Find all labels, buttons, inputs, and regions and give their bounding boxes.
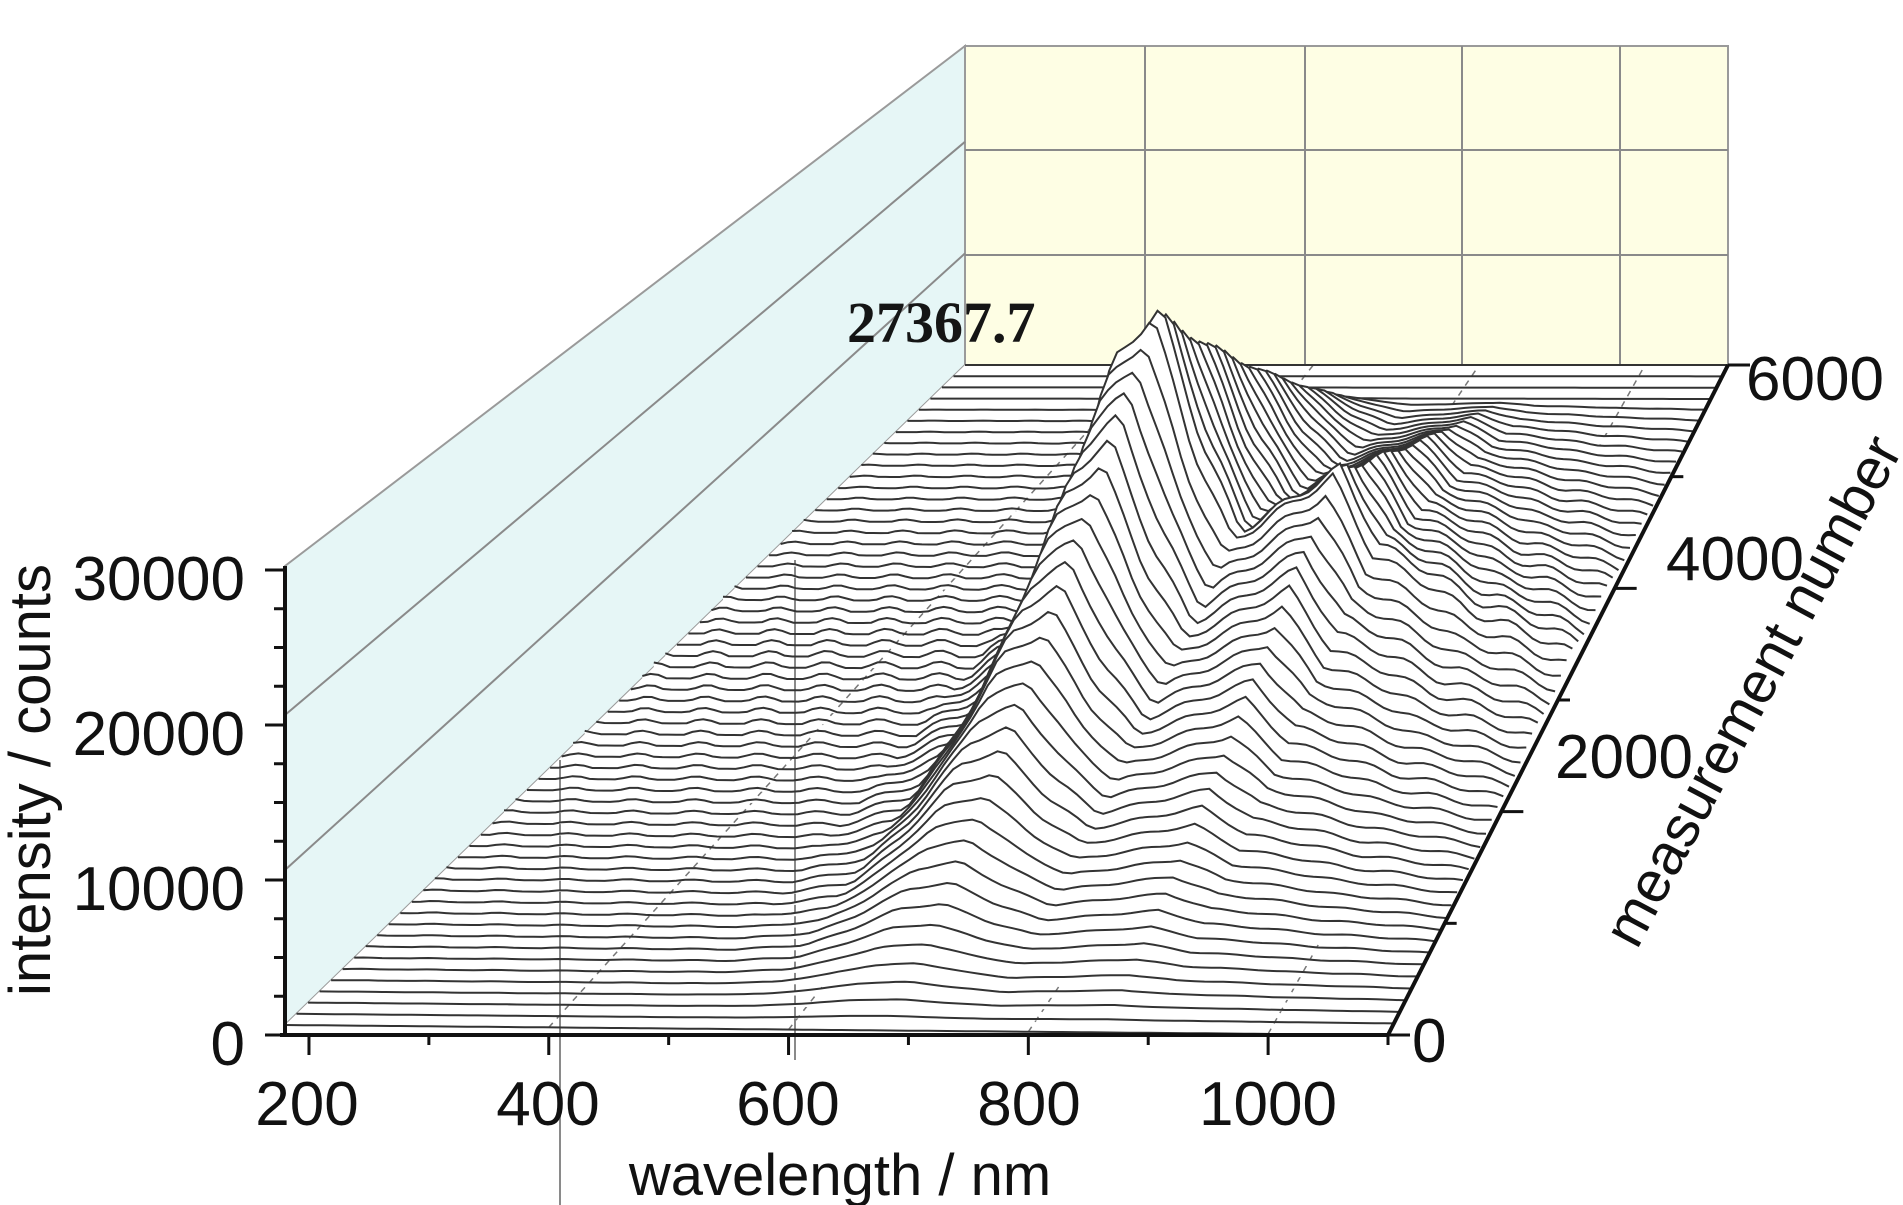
trace-26 [584,467,1539,738]
y-tick-label-30000: 30000 [73,545,245,614]
floor-grid-0 [548,364,1149,1028]
trace-5 [342,943,1417,978]
trace-21 [526,584,1510,794]
trace-29 [619,392,1556,704]
y-tick-label-0: 0 [211,1010,245,1079]
side-wall-hgrid-0 [284,252,966,871]
trace-14 [446,750,1469,873]
trace-31 [642,348,1567,681]
trace-15 [457,726,1475,861]
x-tick-label-400: 400 [496,1070,599,1139]
trace-28 [607,413,1550,715]
trace-32 [653,321,1573,670]
x-axis-title: wavelength / nm [628,1143,1051,1205]
trace-6 [354,923,1423,966]
trace-30 [630,371,1561,692]
trace-7 [365,903,1429,954]
trace-17 [480,682,1487,839]
z-tick-label-4000: 4000 [1666,525,1804,594]
trace-fill-5 [342,944,1417,979]
side-wall-hgrid-1 [284,141,966,716]
trace-fill-1 [296,1013,1394,1024]
trace-23 [550,539,1521,771]
trace-16 [469,703,1481,850]
trace-22 [538,560,1516,782]
trace-11 [411,818,1452,907]
y-axis-title: intensity / counts [0,564,63,996]
z-tick-label-0: 0 [1412,1007,1446,1076]
trace-25 [572,494,1533,749]
max-value-label: 27367.7 [847,290,1036,355]
x-tick-label-1000: 1000 [1199,1070,1337,1139]
trace-19 [503,636,1498,816]
trace-9 [388,860,1441,931]
trace-13 [434,774,1464,884]
trace-8 [377,881,1435,943]
trace-fill-3 [319,981,1406,1001]
back-wall [964,45,1729,366]
trace-3 [319,980,1406,1002]
trace-24 [561,517,1527,760]
trace-12 [423,797,1458,895]
trace-27 [596,439,1545,726]
trace-4 [331,962,1412,990]
x-tick-label-800: 800 [977,1070,1080,1139]
z-tick-label-6000: 6000 [1746,345,1884,414]
trace-fill-4 [331,963,1412,990]
x-tick-label-600: 600 [736,1070,839,1139]
trace-10 [400,839,1446,919]
axes [265,363,1750,1055]
trace-20 [515,610,1504,805]
z-tick-label-2000: 2000 [1555,723,1693,792]
trace-1 [296,1012,1394,1025]
spectra-traces [284,309,1728,1036]
trace-2 [308,998,1400,1013]
y-tick-label-10000: 10000 [73,855,245,924]
trace-fill-2 [308,999,1400,1013]
trace-18 [492,660,1492,828]
x-tick-label-200: 200 [255,1070,358,1139]
y-tick-label-20000: 20000 [73,700,245,769]
